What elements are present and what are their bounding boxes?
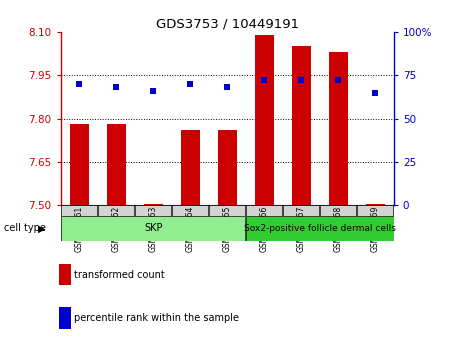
Point xyxy=(335,78,342,83)
Text: GSM464262: GSM464262 xyxy=(112,206,121,252)
Bar xyxy=(284,205,319,216)
Text: Sox2-positive follicle dermal cells: Sox2-positive follicle dermal cells xyxy=(244,224,396,233)
Bar xyxy=(255,35,274,205)
Bar xyxy=(62,205,97,216)
Bar xyxy=(62,216,245,241)
Point xyxy=(112,85,120,90)
Bar xyxy=(320,205,356,216)
Bar xyxy=(357,205,393,216)
Text: transformed count: transformed count xyxy=(73,269,164,280)
Bar xyxy=(181,130,199,205)
Bar xyxy=(218,130,237,205)
Text: GSM464263: GSM464263 xyxy=(149,206,158,252)
Point xyxy=(150,88,157,94)
Text: SKP: SKP xyxy=(144,223,162,233)
Bar xyxy=(59,264,72,285)
Text: GSM464265: GSM464265 xyxy=(223,206,232,252)
Bar xyxy=(210,205,245,216)
Text: GSM464264: GSM464264 xyxy=(186,206,195,252)
Bar xyxy=(70,124,89,205)
Text: GSM464269: GSM464269 xyxy=(371,206,380,252)
Point xyxy=(261,78,268,83)
Bar xyxy=(172,205,208,216)
Bar xyxy=(144,204,162,205)
Bar xyxy=(247,205,282,216)
Text: GSM464261: GSM464261 xyxy=(75,206,84,252)
Point xyxy=(224,85,231,90)
Bar xyxy=(329,52,347,205)
Title: GDS3753 / 10449191: GDS3753 / 10449191 xyxy=(156,18,299,31)
Text: cell type: cell type xyxy=(4,223,46,233)
Point xyxy=(297,78,305,83)
Text: ▶: ▶ xyxy=(38,223,46,233)
Point xyxy=(372,90,379,96)
Text: GSM464267: GSM464267 xyxy=(297,206,306,252)
Point xyxy=(76,81,83,87)
Text: percentile rank within the sample: percentile rank within the sample xyxy=(73,313,238,323)
Text: GSM464266: GSM464266 xyxy=(260,206,269,252)
Bar xyxy=(107,124,126,205)
Bar xyxy=(59,307,72,329)
Bar xyxy=(366,204,384,205)
Bar xyxy=(99,205,134,216)
Text: GSM464268: GSM464268 xyxy=(334,206,343,252)
Point xyxy=(187,81,194,87)
Bar xyxy=(247,216,394,241)
Bar xyxy=(135,205,171,216)
Bar xyxy=(292,46,310,205)
